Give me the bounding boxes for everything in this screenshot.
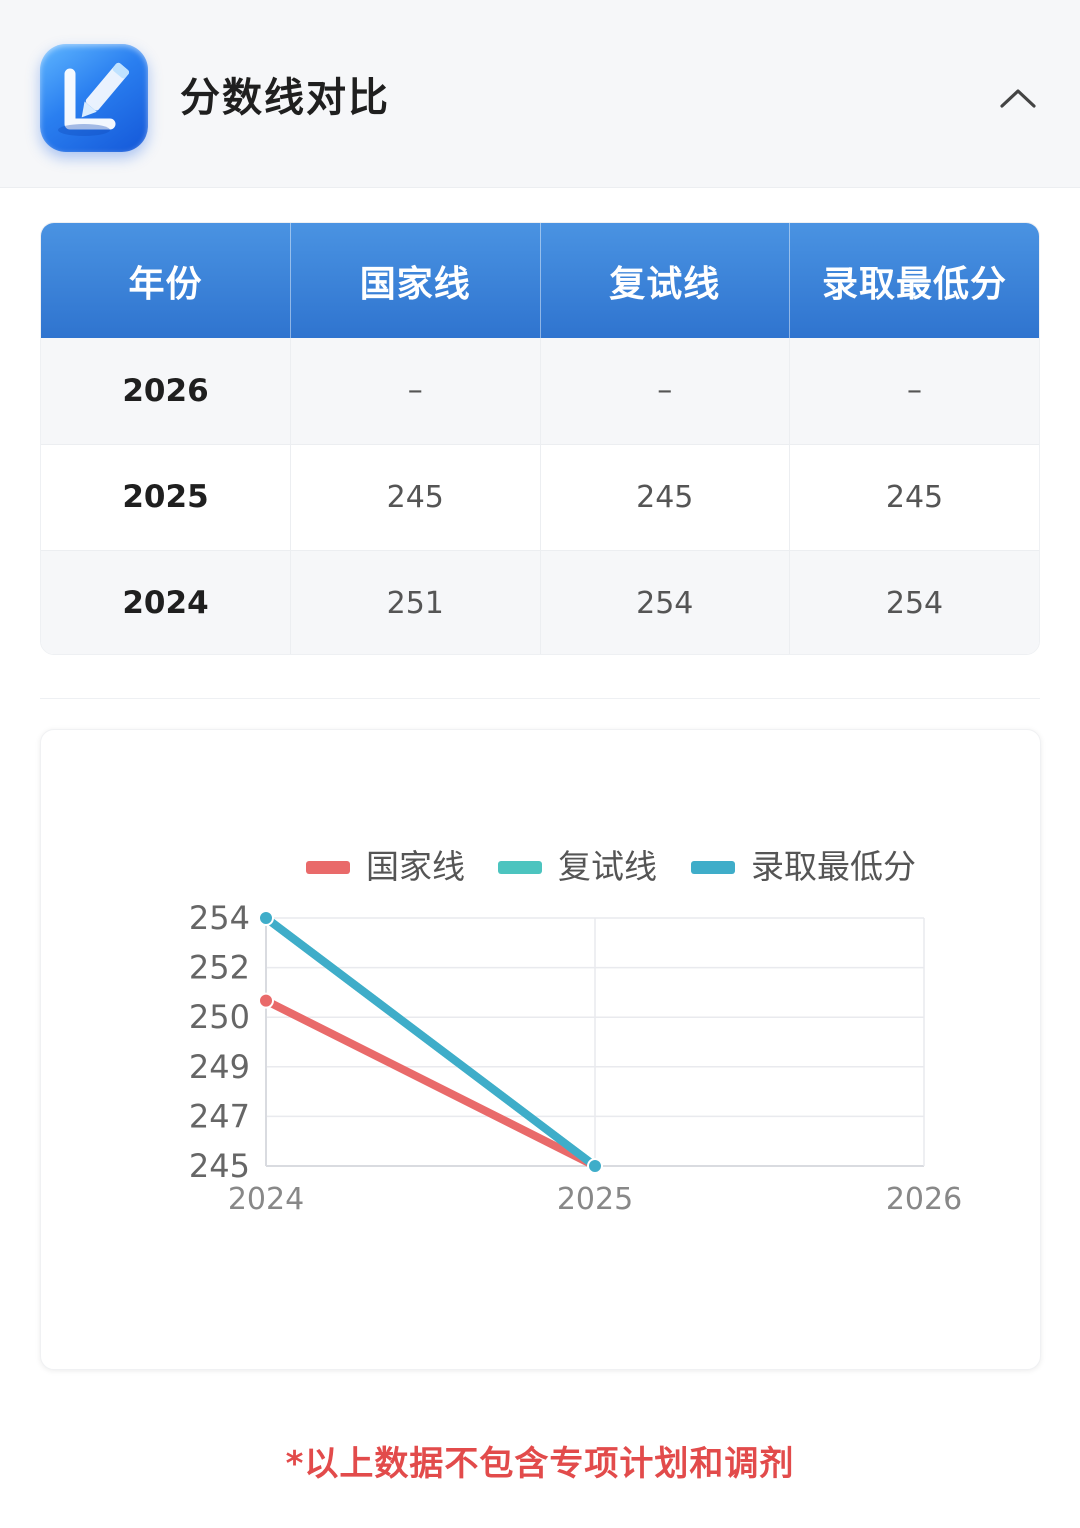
cell-retest-line: 245 — [540, 444, 790, 551]
line-chart-card: 245 247 249 250 252 254 2024 2025 2026 国家线 复试线 录取最低… — [40, 729, 1041, 1370]
cell-retest-line: – — [540, 338, 790, 445]
y-tick-label: 249 — [189, 1048, 250, 1086]
cell-national-line: 251 — [290, 550, 541, 654]
series-line — [262, 914, 599, 1170]
y-tick-label: 247 — [189, 1097, 250, 1135]
data-point — [587, 1158, 603, 1174]
pencil-edit-icon — [40, 44, 148, 152]
cell-min-admission: – — [789, 338, 1039, 445]
divider — [40, 698, 1040, 699]
x-tick-label: 2024 — [228, 1182, 304, 1217]
column-header-min-admission: 录取最低分 — [789, 223, 1039, 338]
cell-retest-line: 254 — [540, 550, 790, 654]
section-header: 分数线对比 — [0, 0, 1080, 188]
table-header-row: 年份 国家线 复试线 录取最低分 — [41, 223, 1039, 338]
table-row: 2026 – – – — [41, 338, 1039, 445]
y-tick-label: 252 — [189, 949, 250, 987]
legend-swatch — [691, 861, 735, 874]
column-header-national-line: 国家线 — [290, 223, 541, 338]
legend-label: 录取最低分 — [751, 847, 916, 886]
chevron-up-icon — [1000, 89, 1036, 108]
y-tick-label: 250 — [189, 998, 250, 1036]
cell-national-line: – — [290, 338, 541, 445]
series-line — [262, 996, 599, 1170]
table-row: 2024 251 254 254 — [41, 550, 1039, 654]
cell-year: 2026 — [41, 338, 291, 445]
x-tick-label: 2025 — [557, 1182, 633, 1217]
cell-min-admission: 254 — [789, 550, 1039, 654]
table-row: 2025 245 245 245 — [41, 444, 1039, 551]
cell-year: 2024 — [41, 550, 291, 654]
cell-min-admission: 245 — [789, 444, 1039, 551]
cell-national-line: 245 — [290, 444, 541, 551]
legend-swatch — [498, 861, 542, 874]
score-table: 年份 国家线 复试线 录取最低分 2026 – – – 2025 245 245… — [40, 222, 1040, 655]
legend-label: 国家线 — [366, 847, 465, 886]
cell-year: 2025 — [41, 444, 291, 551]
x-tick-label: 2026 — [886, 1182, 962, 1217]
column-header-year: 年份 — [41, 223, 291, 338]
y-tick-label: 254 — [189, 899, 250, 937]
y-tick-label: 245 — [189, 1147, 250, 1185]
legend-label: 复试线 — [558, 847, 657, 886]
section-title: 分数线对比 — [180, 75, 390, 121]
data-point — [258, 910, 274, 926]
column-header-retest-line: 复试线 — [540, 223, 790, 338]
footnote: *以上数据不包含专项计划和调剂 — [285, 1444, 795, 1484]
collapse-button[interactable] — [990, 70, 1046, 126]
data-point — [258, 992, 274, 1009]
legend-swatch — [306, 861, 350, 874]
line-chart: 245 247 249 250 252 254 2024 2025 2026 国家线 复试线 录取最低… — [189, 847, 962, 1217]
